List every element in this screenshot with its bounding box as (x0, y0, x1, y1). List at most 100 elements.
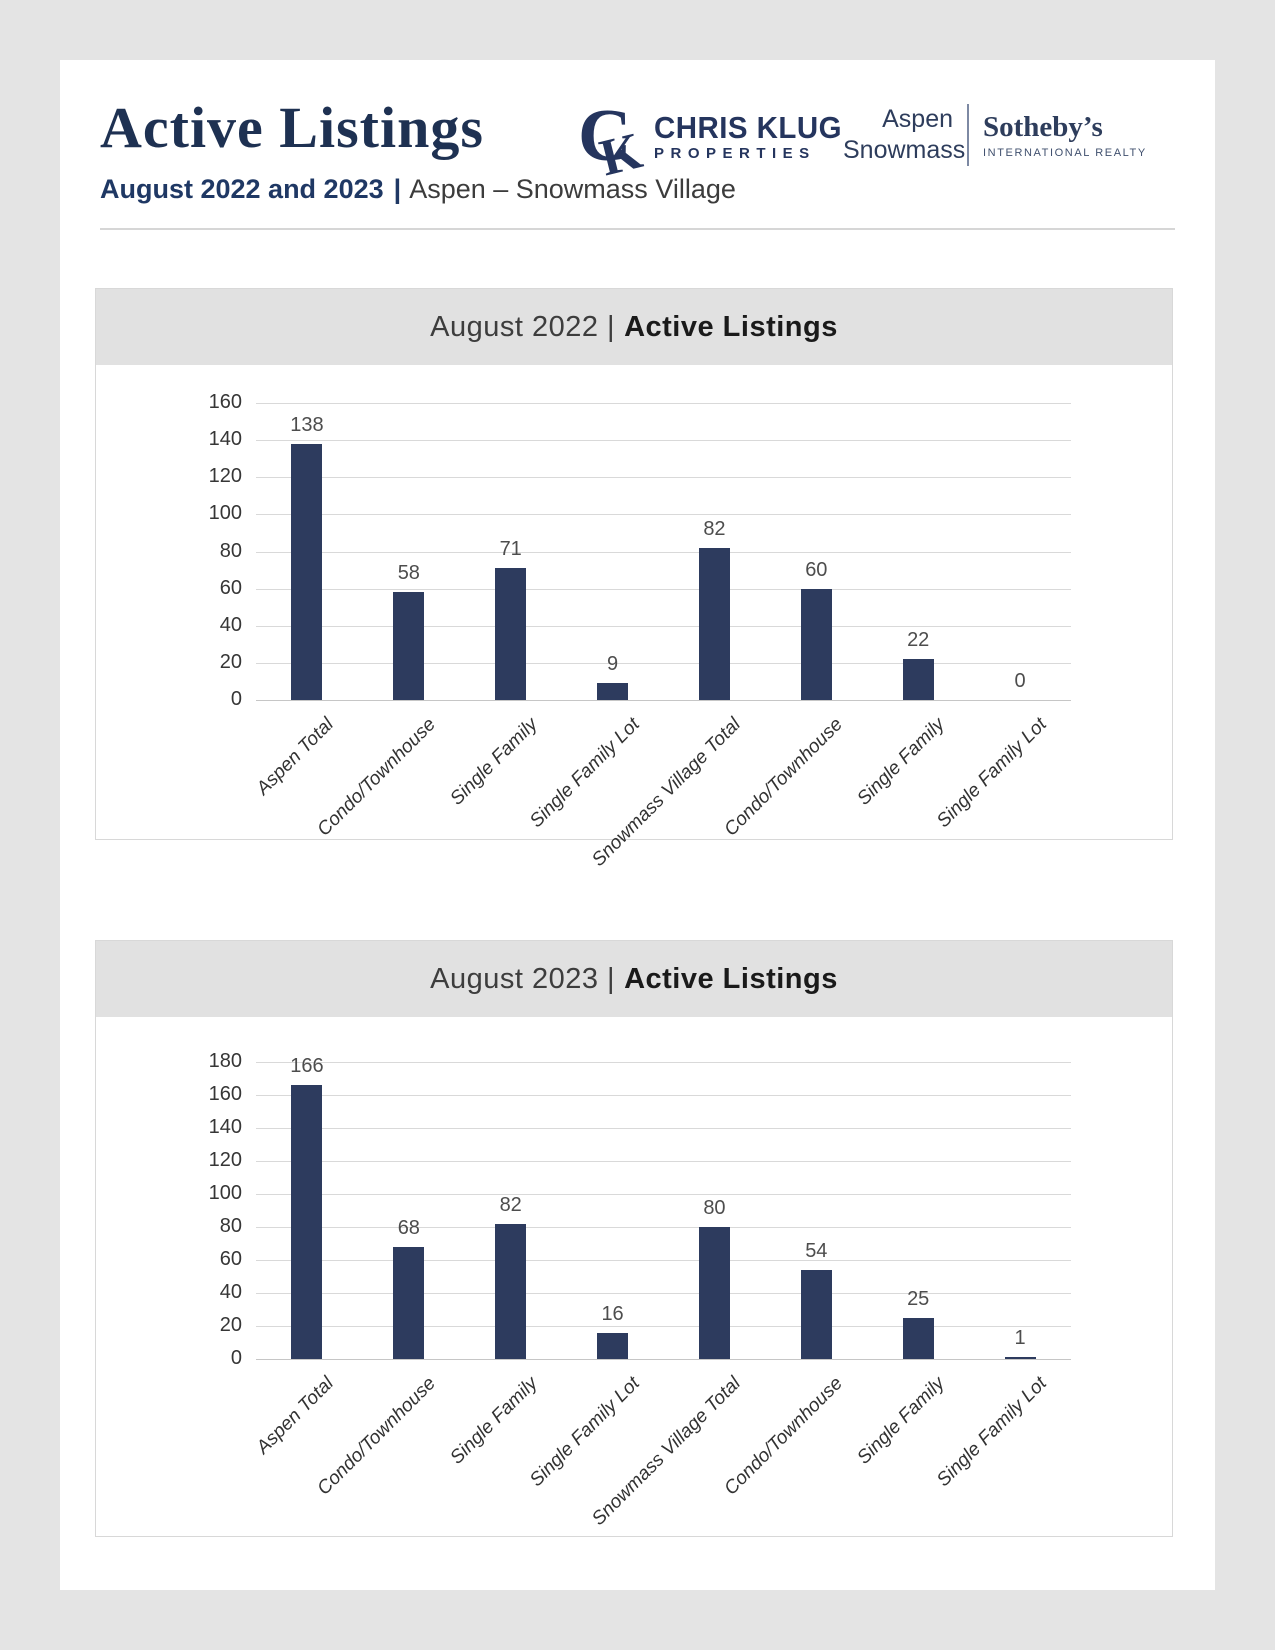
subtitle-period: August 2022 and 2023 (100, 174, 384, 204)
subtitle-separator: | (393, 174, 402, 204)
gridline (256, 1260, 1071, 1261)
sothebys-brand: Sotheby’s (983, 111, 1103, 143)
gridline (256, 440, 1071, 442)
bar-value-label: 22 (907, 629, 930, 652)
x-axis-category-label: Condo/Townhouse (720, 1373, 848, 1500)
bar (393, 592, 425, 700)
gridline (256, 1293, 1071, 1294)
page-title: Active Listings (100, 95, 484, 160)
gridline (256, 551, 1071, 553)
bar (902, 1317, 934, 1359)
gridline (256, 662, 1071, 664)
bar (1004, 1357, 1036, 1359)
y-axis-tick-label: 20 (219, 1314, 242, 1336)
x-axis-category-label: Condo/Townhouse (313, 1373, 440, 1500)
chris-klug-name: CHRIS KLUG (654, 110, 842, 145)
sothebys-brand-sub: INTERNATIONAL REALTY (983, 147, 1147, 159)
x-axis-category-label: Single Family Lot (525, 1373, 644, 1491)
bar-value-label: 82 (499, 1193, 522, 1216)
sothebys-divider (967, 104, 969, 166)
y-axis-tick-label: 0 (230, 688, 242, 710)
x-axis-category-label: Single Family (853, 1373, 950, 1469)
y-axis-tick-label: 20 (219, 650, 242, 673)
bar-value-label: 25 (907, 1287, 930, 1310)
y-axis-tick-label: 100 (208, 1182, 242, 1204)
bar-value-label: 71 (499, 538, 522, 561)
chart-2023-title-prefix: August 2023 | (430, 962, 616, 995)
gridline (256, 514, 1071, 516)
header-divider-line (100, 228, 1175, 230)
svg-text:C: C (580, 100, 631, 176)
gridline (256, 1326, 1071, 1327)
bar (597, 1332, 629, 1359)
y-axis-tick-label: 140 (208, 1116, 242, 1138)
x-axis-category-label: Snowmass Village Total (588, 1373, 746, 1530)
bar (597, 683, 629, 700)
x-axis-category-label: Aspen Total (252, 714, 338, 800)
chart-2022-title-prefix: August 2022 | (430, 310, 616, 343)
gridline (256, 1128, 1071, 1129)
x-axis-category-label: Single Family Lot (933, 714, 1051, 832)
bar (393, 1246, 425, 1359)
gridline (256, 1095, 1071, 1096)
sothebys-area: Aspen Snowmass (843, 104, 966, 166)
bar (902, 659, 934, 700)
y-axis-tick-label: 80 (219, 1215, 242, 1237)
chris-klug-monogram-icon: C K (580, 100, 648, 176)
y-axis-tick-label: 140 (208, 428, 242, 451)
x-axis-category-label: Snowmass Village Total (588, 714, 746, 871)
sothebys-brand-block: Sotheby’s INTERNATIONAL REALTY (983, 111, 1147, 159)
bar (698, 1227, 730, 1359)
bar (800, 1269, 832, 1359)
chart-2023-plot-area: 0 20 40 60 80 100 120 140 160 180 166 Aspen Total 68… (96, 1017, 1172, 1536)
bar (495, 568, 527, 700)
chris-klug-wordmark: CHRIS KLUG PROPERTIES (654, 112, 852, 164)
chart-2023-title: August 2023 | Active Listings (96, 941, 1172, 1017)
chart-2022-plot-area: 0 20 40 60 80 100 120 140 160 138 Aspen Total 58 Con… (96, 365, 1172, 871)
bar-value-label: 82 (703, 517, 726, 540)
gridline (256, 1359, 1071, 1360)
bar (800, 588, 832, 700)
y-axis-tick-label: 60 (219, 576, 242, 599)
gridline (256, 403, 1071, 404)
bar-value-label: 58 (397, 562, 420, 585)
chris-klug-logo: C K CHRIS KLUG PROPERTIES (580, 100, 852, 176)
gridline (256, 700, 1071, 701)
svg-text:K: K (594, 122, 648, 176)
report-subtitle: August 2022 and 2023 | Aspen – Snowmass Vi… (100, 172, 736, 206)
chart-2022-container: August 2022 | Active Listings 0 20 40 60 80 1… (95, 288, 1173, 871)
bar-value-label: 166 (290, 1055, 324, 1078)
x-axis-category-label: Single Family (446, 714, 542, 810)
y-axis-tick-label: 0 (230, 1347, 242, 1369)
chart-2022-title: August 2022 | Active Listings (96, 289, 1172, 365)
bar (698, 547, 730, 700)
gridline (256, 477, 1071, 479)
bar-value-label: 68 (397, 1216, 420, 1239)
sothebys-logo: Aspen Snowmass Sotheby’s INTERNATIONAL R… (843, 104, 1147, 166)
bar-value-label: 0 (1014, 670, 1026, 692)
gridline (256, 1062, 1071, 1063)
chart-2023-title-bold: Active Listings (624, 962, 838, 995)
bar-value-label: 1 (1014, 1327, 1026, 1350)
y-axis-tick-label: 160 (208, 1083, 242, 1105)
x-axis-category-label: Aspen Total (252, 1373, 338, 1459)
bar-value-label: 80 (703, 1197, 726, 1219)
bar-value-label: 9 (607, 653, 619, 676)
bar (495, 1223, 527, 1359)
bar-value-label: 54 (805, 1239, 828, 1262)
y-axis-tick-label: 100 (208, 502, 242, 525)
y-axis-tick-label: 80 (219, 539, 242, 562)
y-axis-tick-label: 40 (219, 1281, 242, 1303)
bar (291, 1085, 323, 1359)
y-axis-tick-label: 120 (208, 465, 242, 488)
chris-klug-properties: PROPERTIES (654, 145, 816, 162)
sothebys-area-line2: Snowmass (843, 136, 966, 164)
x-axis-category-label: Condo/Townhouse (313, 714, 440, 841)
y-axis-tick-label: 120 (208, 1149, 242, 1171)
x-axis-category-label: Single Family (446, 1373, 542, 1469)
x-axis-category-label: Single Family (853, 714, 950, 810)
y-axis-tick-label: 60 (219, 1248, 242, 1270)
gridline (256, 588, 1071, 590)
content-card: Active Listings C K CHRIS KLUG PROPERTIE… (60, 60, 1215, 1590)
y-axis-tick-label: 180 (208, 1050, 242, 1072)
